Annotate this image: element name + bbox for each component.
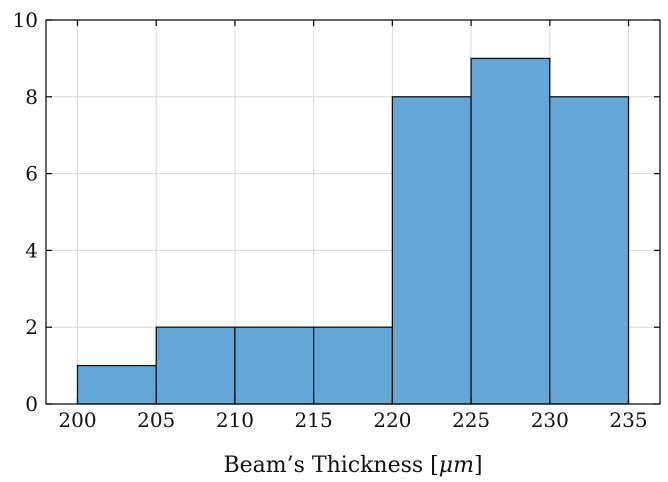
histogram-bar	[391, 96, 472, 405]
axis-ticks	[46, 19, 660, 405]
histogram-bar	[312, 326, 394, 405]
x-tick-label: 235	[609, 408, 647, 432]
histogram-bars	[76, 57, 630, 405]
x-tick-label: 220	[373, 408, 411, 432]
histogram-bar	[549, 96, 630, 405]
histogram-bar	[76, 364, 157, 405]
x-tick-label: 205	[137, 408, 175, 432]
x-tick-labels: 200 205 210 215 220 225 230 235	[58, 408, 647, 432]
y-tick-label: 4	[25, 238, 38, 262]
x-tick-label: 210	[216, 408, 254, 432]
x-tick-label: 230	[531, 408, 569, 432]
histogram-bar	[470, 57, 551, 405]
x-tick-label: 215	[295, 408, 333, 432]
y-tick-label: 2	[25, 315, 38, 339]
y-tick-label: 8	[25, 85, 38, 109]
x-axis-label: Beam’s Thickness [μm]	[223, 453, 482, 478]
x-tick-label: 225	[452, 408, 490, 432]
y-tick-labels: 0 2 4 6 8 10	[13, 8, 38, 416]
y-tick-label: 10	[13, 8, 38, 32]
histogram-bar	[234, 326, 315, 405]
histogram-bar	[155, 326, 236, 405]
y-tick-label: 6	[25, 162, 38, 186]
y-tick-label: 0	[25, 392, 38, 416]
x-tick-label: 200	[58, 408, 96, 432]
plot-frame	[45, 19, 661, 405]
